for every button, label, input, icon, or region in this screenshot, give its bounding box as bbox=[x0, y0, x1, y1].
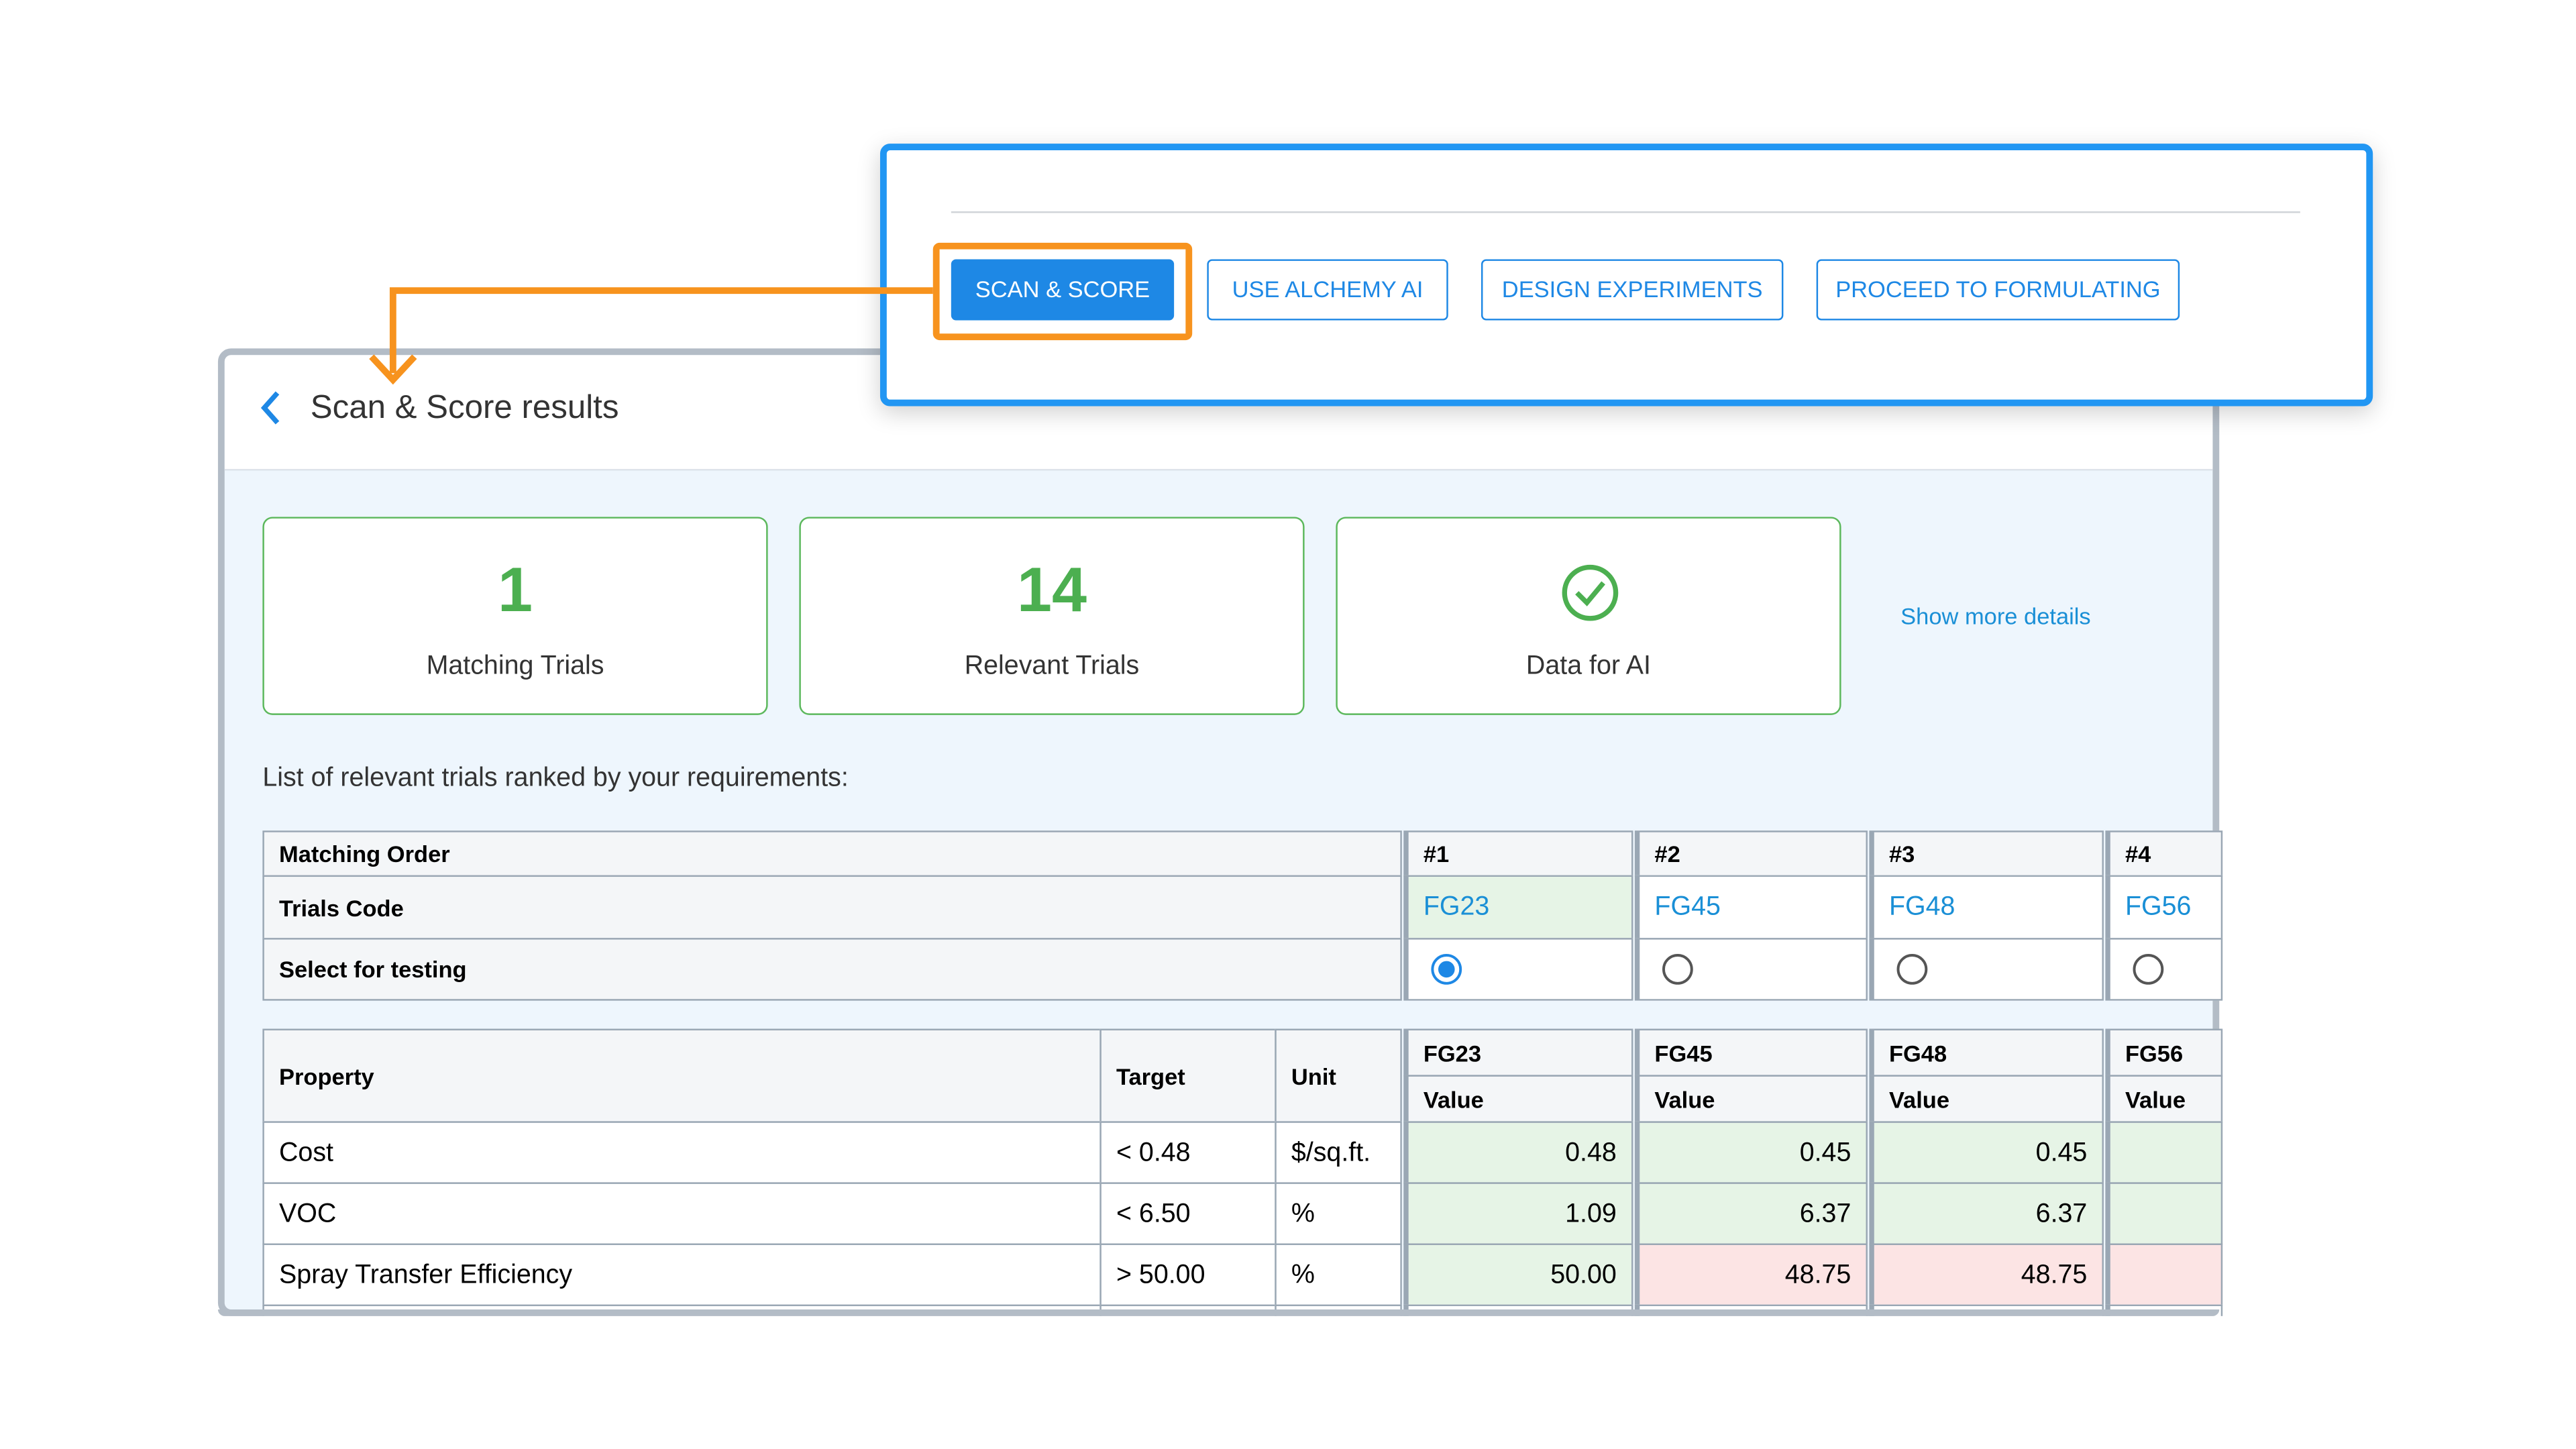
radio-ring bbox=[1896, 954, 1928, 985]
value-cell: 6.37 bbox=[1634, 1182, 1868, 1245]
list-caption: List of relevant trials ranked by your r… bbox=[262, 764, 849, 793]
radio-ring bbox=[1431, 954, 1462, 985]
value-cell: 48.75 bbox=[1869, 1243, 2104, 1307]
order-cell: #1 bbox=[1403, 830, 1633, 877]
radio-button[interactable] bbox=[1428, 951, 1464, 987]
unit-cell: $/sq.ft. bbox=[1275, 1121, 1402, 1184]
trial-code-link[interactable]: FG56 bbox=[2105, 875, 2223, 940]
target-cell: < 6.50 bbox=[1099, 1182, 1277, 1245]
property-cell: Cost bbox=[262, 1121, 1102, 1184]
radio-cell bbox=[2105, 938, 2223, 1001]
stat-value: 14 bbox=[1016, 556, 1087, 626]
row-label: Select for testing bbox=[262, 938, 1402, 1001]
value-cell: 48.75 bbox=[1634, 1243, 1868, 1307]
value-cell bbox=[2105, 1243, 2223, 1307]
trial-code-link[interactable]: FG48 bbox=[1869, 875, 2104, 940]
value-cell bbox=[2105, 1182, 2223, 1245]
property-cell: VOC bbox=[262, 1182, 1102, 1245]
check-icon bbox=[1562, 564, 1619, 621]
stat-card: Data for AI bbox=[1336, 517, 1841, 715]
trial-code-link[interactable]: FG45 bbox=[1634, 875, 1868, 940]
order-cell: #4 bbox=[2105, 830, 2223, 877]
stat-label: Matching Trials bbox=[426, 652, 604, 681]
value-cell: 0.48 bbox=[1403, 1121, 1633, 1184]
panel-title: Scan & Score results bbox=[310, 389, 619, 427]
radio-button[interactable] bbox=[1660, 951, 1696, 987]
value-header: Value bbox=[1869, 1075, 2104, 1123]
order-cell: #3 bbox=[1869, 830, 2104, 877]
column-header: Unit bbox=[1275, 1028, 1402, 1123]
stat-label: Data for AI bbox=[1525, 652, 1651, 681]
stat-card: 1 Matching Trials bbox=[262, 517, 768, 715]
page-bottom bbox=[0, 1316, 2576, 1448]
chevron bbox=[260, 391, 280, 425]
value-header: Value bbox=[1634, 1075, 1868, 1123]
property-cell: Spray Transfer Efficiency bbox=[262, 1243, 1102, 1307]
trial-header: FG56 bbox=[2105, 1028, 2223, 1077]
back-button[interactable] bbox=[256, 388, 289, 427]
panel-bottom-border bbox=[217, 1309, 2220, 1316]
trial-code-link[interactable]: FG23 bbox=[1403, 875, 1633, 940]
toolbar-button[interactable]: SCAN & SCORE bbox=[951, 259, 1175, 321]
value-header: Value bbox=[1403, 1075, 1633, 1123]
check-circle bbox=[1562, 564, 1619, 621]
radio-dot bbox=[1438, 961, 1455, 978]
value-cell bbox=[2105, 1121, 2223, 1184]
stat-value: 1 bbox=[497, 556, 533, 626]
radio-cell bbox=[1634, 938, 1868, 1001]
value-cell: 1.09 bbox=[1403, 1182, 1633, 1245]
show-more-link[interactable]: Show more details bbox=[1900, 602, 2091, 629]
toolbar-button[interactable]: DESIGN EXPERIMENTS bbox=[1481, 259, 1784, 321]
check-mark bbox=[1575, 581, 1605, 606]
radio-ring bbox=[1662, 954, 1693, 985]
radio-cell bbox=[1869, 938, 2104, 1001]
trial-header: FG45 bbox=[1634, 1028, 1868, 1077]
value-header: Value bbox=[2105, 1075, 2223, 1123]
toolbar-button[interactable]: PROCEED TO FORMULATING bbox=[1816, 259, 2180, 321]
value-cell: 0.45 bbox=[1634, 1121, 1868, 1184]
row-label: Trials Code bbox=[262, 875, 1402, 940]
value-cell: 6.37 bbox=[1869, 1182, 2104, 1245]
target-cell: > 50.00 bbox=[1099, 1243, 1277, 1307]
stat-card: 14 Relevant Trials bbox=[799, 517, 1305, 715]
value-cell: 0.45 bbox=[1869, 1121, 2104, 1184]
trial-header: FG48 bbox=[1869, 1028, 2104, 1077]
radio-cell bbox=[1403, 938, 1633, 1001]
value-cell: 50.00 bbox=[1403, 1243, 1633, 1307]
divider bbox=[951, 211, 2300, 213]
toolbar-button[interactable]: USE ALCHEMY AI bbox=[1207, 259, 1448, 321]
column-header: Property bbox=[262, 1028, 1102, 1123]
unit-cell: % bbox=[1275, 1182, 1402, 1245]
toolbar-callout: SCAN & SCORE USE ALCHEMY AI DESIGN EXPERIM… bbox=[879, 144, 2373, 407]
radio-button[interactable] bbox=[1894, 951, 1930, 987]
column-header: Target bbox=[1099, 1028, 1277, 1123]
radio-button[interactable] bbox=[2130, 951, 2166, 987]
stat-label: Relevant Trials bbox=[964, 652, 1140, 681]
unit-cell: % bbox=[1275, 1243, 1402, 1307]
trial-header: FG23 bbox=[1403, 1028, 1633, 1077]
radio-ring bbox=[2133, 954, 2164, 985]
target-cell: < 0.48 bbox=[1099, 1121, 1277, 1184]
highlight-box bbox=[932, 242, 1193, 341]
order-cell: #2 bbox=[1634, 830, 1868, 877]
row-label: Matching Order bbox=[262, 830, 1402, 877]
